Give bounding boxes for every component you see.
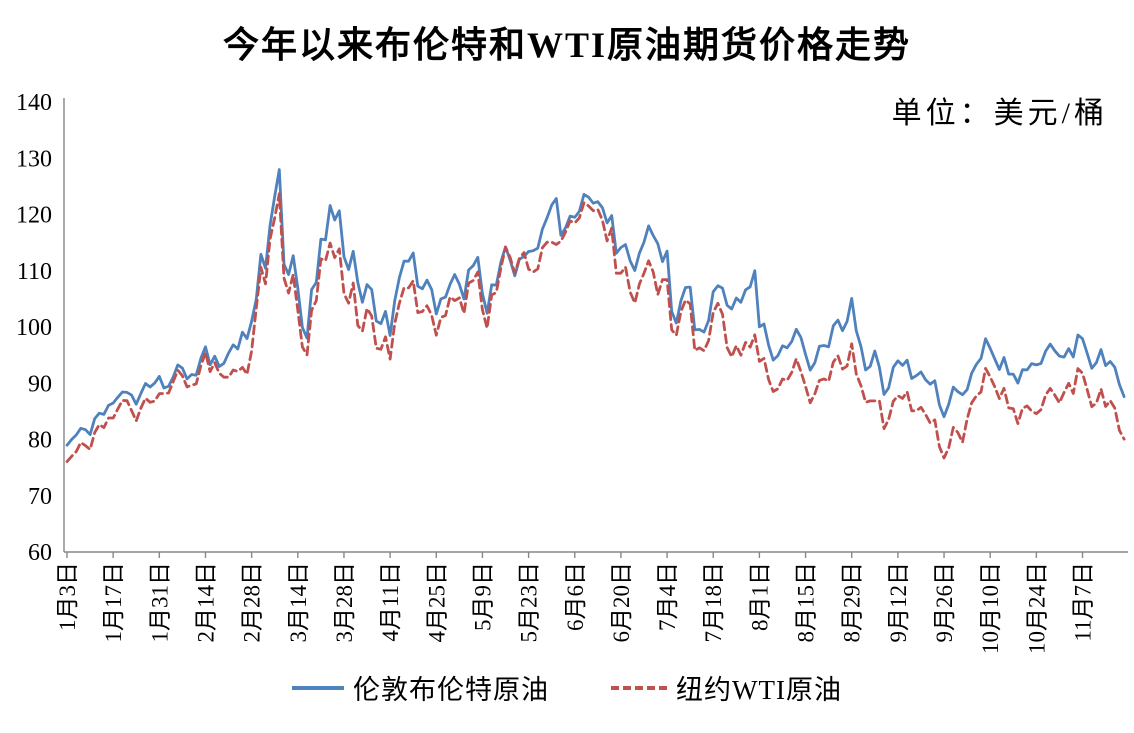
x-axis-tick-label: 3月28日 <box>332 562 357 643</box>
y-axis-tick-label: 70 <box>28 484 52 510</box>
legend-label-brent: 伦敦布伦特原油 <box>353 675 550 705</box>
y-axis-tick-label: 60 <box>28 540 52 566</box>
x-axis-tick-label: 4月25日 <box>424 562 449 643</box>
y-axis-tick-label: 110 <box>17 259 52 285</box>
series-line-brent <box>65 168 1126 447</box>
x-axis-tick-label: 6月20日 <box>609 562 634 643</box>
x-axis-tick-label: 10月24日 <box>1024 562 1049 654</box>
x-axis-tick-label: 3月14日 <box>286 562 311 643</box>
y-axis-tick-label: 120 <box>16 203 52 229</box>
legend-label-wti: 纽约WTI原油 <box>676 675 842 705</box>
y-axis-tick-label: 100 <box>16 315 52 341</box>
y-axis-tick-label: 140 <box>16 90 52 116</box>
x-axis-tick-label: 4月11日 <box>378 562 403 642</box>
x-axis-tick-label: 5月9日 <box>470 562 495 631</box>
x-axis-tick-label: 1月3日 <box>55 562 80 631</box>
y-axis-tick-label: 80 <box>28 428 52 454</box>
x-axis-tick-label: 8月15日 <box>794 562 819 643</box>
legend-item-wti: 纽约WTI原油 <box>611 668 842 707</box>
x-axis-tick-label: 7月4日 <box>655 562 680 631</box>
x-axis-tick-label: 5月23日 <box>517 562 542 643</box>
x-axis-tick-label: 7月18日 <box>701 562 726 643</box>
y-axis-tick-label: 90 <box>28 371 52 397</box>
x-axis-tick-label: 9月26日 <box>932 562 957 643</box>
x-axis-tick-label: 9月12日 <box>886 562 911 643</box>
x-axis-tick-label: 6月6日 <box>563 562 588 631</box>
x-axis-tick-label: 1月31日 <box>147 562 172 643</box>
x-axis-tick-label: 11月7日 <box>1071 562 1096 642</box>
chart-title: 今年以来布伦特和WTI原油期货价格走势 <box>222 25 912 65</box>
wti-dashed-line-swatch <box>611 685 668 690</box>
series-line-wti <box>65 192 1126 464</box>
x-axis-tick-label: 10月10日 <box>978 562 1003 654</box>
x-axis-tick-label: 2月28日 <box>240 562 265 643</box>
x-axis-tick-label: 8月29日 <box>840 562 865 643</box>
x-axis-tick-label: 1月17日 <box>101 562 126 643</box>
x-axis-tick-label: 8月1日 <box>747 562 772 631</box>
x-axis-tick-label: 2月14日 <box>193 562 218 643</box>
unit-label: 单位：美元/桶 <box>891 97 1108 130</box>
brent-solid-line-swatch <box>292 685 345 690</box>
y-axis-tick-label: 130 <box>16 146 52 172</box>
legend-item-brent: 伦敦布伦特原油 <box>292 668 549 707</box>
chart-legend: 伦敦布伦特原油 纽约WTI原油 <box>0 668 1134 707</box>
